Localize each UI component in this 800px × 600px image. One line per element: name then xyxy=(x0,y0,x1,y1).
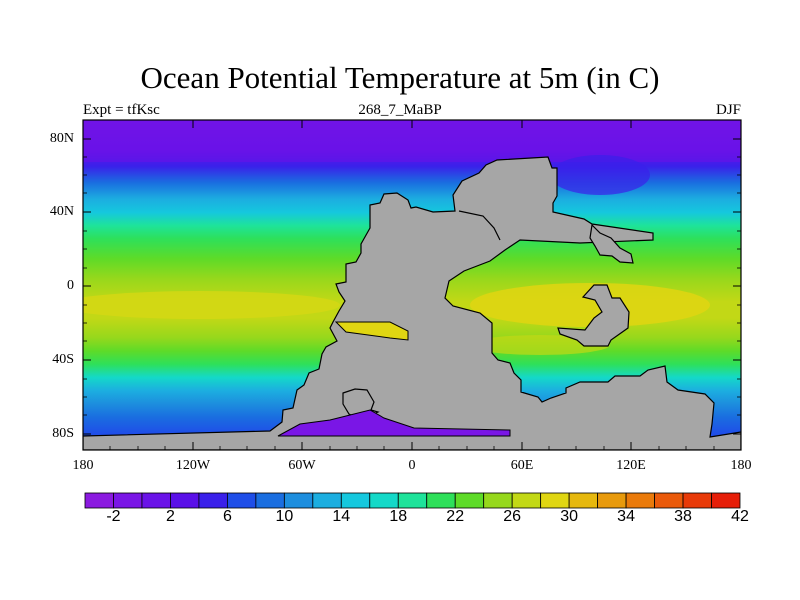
lon-label-60w: 60W xyxy=(288,458,316,473)
colorbar-tick-label: 38 xyxy=(674,508,692,525)
warm-band-west xyxy=(83,291,340,319)
lon-label-60e: 60E xyxy=(510,458,534,473)
lat-ticks xyxy=(83,138,741,435)
colorbar-box xyxy=(369,492,399,509)
colorbar-box xyxy=(283,492,314,509)
colorbar-box xyxy=(397,492,428,509)
experiment-label: Expt = tfKsc xyxy=(83,102,160,118)
lat-label-80s: 80S xyxy=(52,426,74,441)
lon-label-180-east: 180 xyxy=(730,458,752,473)
colorbar-box xyxy=(141,492,171,509)
colorbar-tick-label: 2 xyxy=(165,508,175,525)
colorbar-tick-label: 26 xyxy=(503,508,522,525)
lon-label-120w: 120W xyxy=(175,458,211,473)
lat-label-40s: 40S xyxy=(52,352,74,367)
colorbar-box xyxy=(483,492,513,509)
lat-label-equator: 0 xyxy=(67,278,74,293)
colorbar-box xyxy=(511,492,542,509)
colorbar-tick-label: 6 xyxy=(222,508,232,525)
colorbar-box xyxy=(568,492,599,509)
season-label: DJF xyxy=(715,102,741,118)
lon-label-120e: 120E xyxy=(616,458,646,473)
warm-strip-south xyxy=(470,335,610,355)
warm-inland-basin xyxy=(334,321,409,341)
period-label: 268_7_MaBP xyxy=(358,102,442,118)
colorbar-tick-label: 22 xyxy=(446,508,465,525)
lon-label-0: 0 xyxy=(408,458,416,473)
colorbar-box xyxy=(682,492,712,509)
warm-pool-east xyxy=(470,283,710,327)
east-island xyxy=(557,284,630,347)
lon-label-180-west: 180 xyxy=(72,458,94,473)
inland-sea-coast xyxy=(458,210,501,241)
colorbar-box xyxy=(340,492,371,509)
north-cold-patch xyxy=(550,155,650,195)
central-continent xyxy=(83,156,741,450)
colorbar-box xyxy=(113,492,143,509)
colorbar-box xyxy=(170,492,200,509)
plot-title: Ocean Potential Temperature at 5m (in C) xyxy=(140,60,660,95)
colorbar-tick-label: -2 xyxy=(106,508,121,525)
colorbar-box xyxy=(84,492,114,509)
colorbar-box xyxy=(654,492,684,509)
lon-ticks xyxy=(82,120,742,450)
colorbar-box xyxy=(226,492,257,509)
colorbar-tick-label: 18 xyxy=(389,508,408,525)
colorbar-box xyxy=(625,492,655,509)
colorbar-box xyxy=(454,492,485,509)
lat-label-40n: 40N xyxy=(49,204,74,219)
northeast-peninsula xyxy=(589,223,634,264)
colorbar-tick-label: 14 xyxy=(332,508,351,525)
colorbar-tick-label: 34 xyxy=(617,508,635,525)
colorbar-box xyxy=(426,492,456,509)
colorbar-box xyxy=(255,492,285,509)
colorbar-box xyxy=(198,492,228,509)
lat-label-80n: 80N xyxy=(49,131,74,146)
colorbar-boxes xyxy=(84,492,741,509)
colorbar-box xyxy=(312,492,342,509)
colorbar-tick-label: 30 xyxy=(560,508,579,525)
colorbar-tick-label: 10 xyxy=(275,508,294,525)
colorbar-box xyxy=(540,492,570,509)
antarctic-cold-pocket xyxy=(277,409,511,437)
colorbar-tick-label: 42 xyxy=(731,508,749,525)
colorbar-box xyxy=(711,492,741,509)
colorbar-box xyxy=(597,492,627,509)
